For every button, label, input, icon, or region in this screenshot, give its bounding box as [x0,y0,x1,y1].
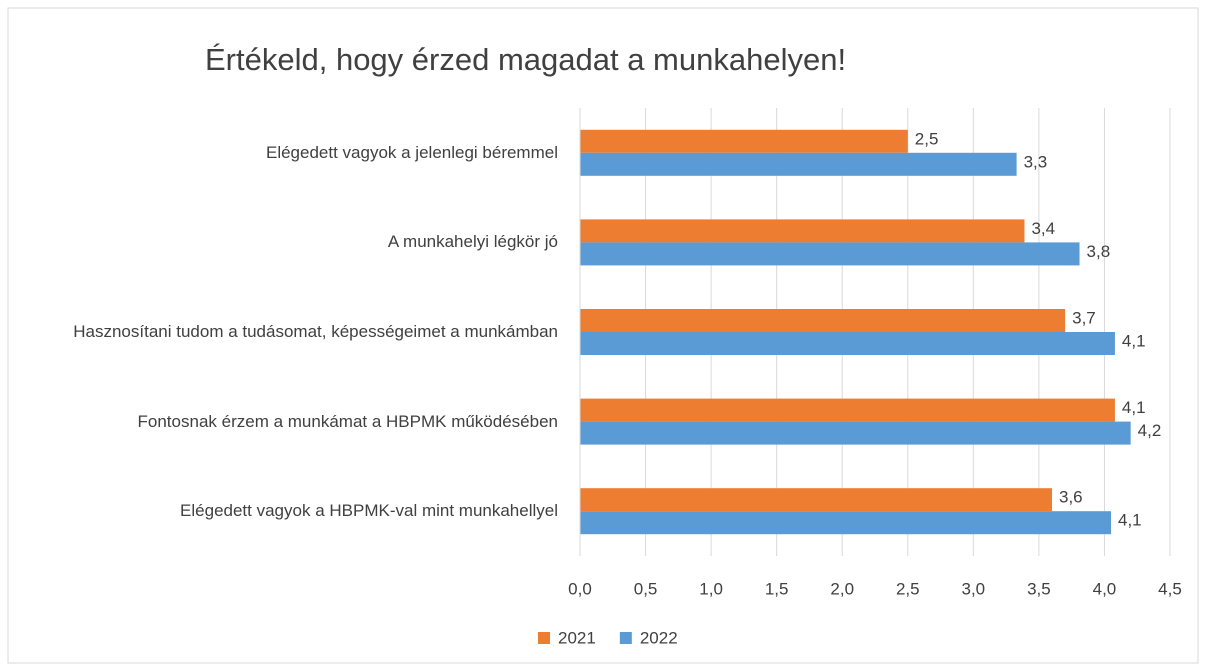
bar [580,511,1111,535]
bar [580,219,1025,243]
category-label-box: Elégedett vagyok a HBPMK-val mint munkah… [0,499,558,523]
data-label: 2,5 [915,129,939,148]
bar [580,421,1131,445]
category-label-box: Hasznosítani tudom a tudásomat, képesség… [0,320,558,344]
bar [580,129,908,153]
x-tick-label: 1,0 [699,579,723,598]
x-tick-label: 2,5 [896,579,920,598]
data-label: 3,7 [1072,308,1096,327]
data-label: 4,1 [1122,331,1146,350]
bar [580,309,1066,332]
x-tick-label: 1,5 [765,579,789,598]
bar [580,488,1052,512]
y-tick-label: Elégedett vagyok a jelenlegi béremmel [265,142,558,162]
bar [580,332,1115,355]
x-tick-label: 2,0 [830,579,854,598]
y-tick-label: Fontosnak érzem a munkámat a HBPMK működ… [137,411,558,431]
legend-swatch [619,632,632,644]
chart-title: Értékeld, hogy érzed magadat a munkahely… [205,42,846,77]
data-label: 4,2 [1138,421,1162,440]
bar [580,242,1080,266]
legend-label: 2021 [558,628,596,647]
y-tick-label: Hasznosítani tudom a tudásomat, képesség… [73,322,558,341]
x-tick-label: 4,0 [1093,579,1117,598]
y-tick-label: A munkahelyi légkör jó [387,232,558,252]
x-tick-label: 0,5 [634,579,658,598]
data-label: 3,8 [1087,242,1111,261]
x-tick-label: 4,5 [1158,579,1182,598]
data-label: 3,3 [1024,152,1048,171]
x-tick-label: 0,0 [568,579,592,598]
x-tick-label: 3,5 [1027,579,1051,598]
category-label-box: Elégedett vagyok a jelenlegi béremmel [0,141,558,165]
x-tick-label: 3,0 [962,579,986,598]
data-label: 4,1 [1122,398,1146,417]
data-label: 3,6 [1059,488,1083,507]
category-label-box: Fontosnak érzem a munkámat a HBPMK működ… [0,410,558,434]
bar [580,398,1115,422]
data-label: 3,4 [1031,219,1055,238]
legend-label: 2022 [640,628,678,647]
category-label-box: A munkahelyi légkör jó [0,230,558,254]
bar [580,152,1017,176]
data-label: 4,1 [1118,511,1142,530]
legend-swatch [538,632,550,644]
y-tick-label: Elégedett vagyok a HBPMK-val mint munkah… [180,501,558,521]
